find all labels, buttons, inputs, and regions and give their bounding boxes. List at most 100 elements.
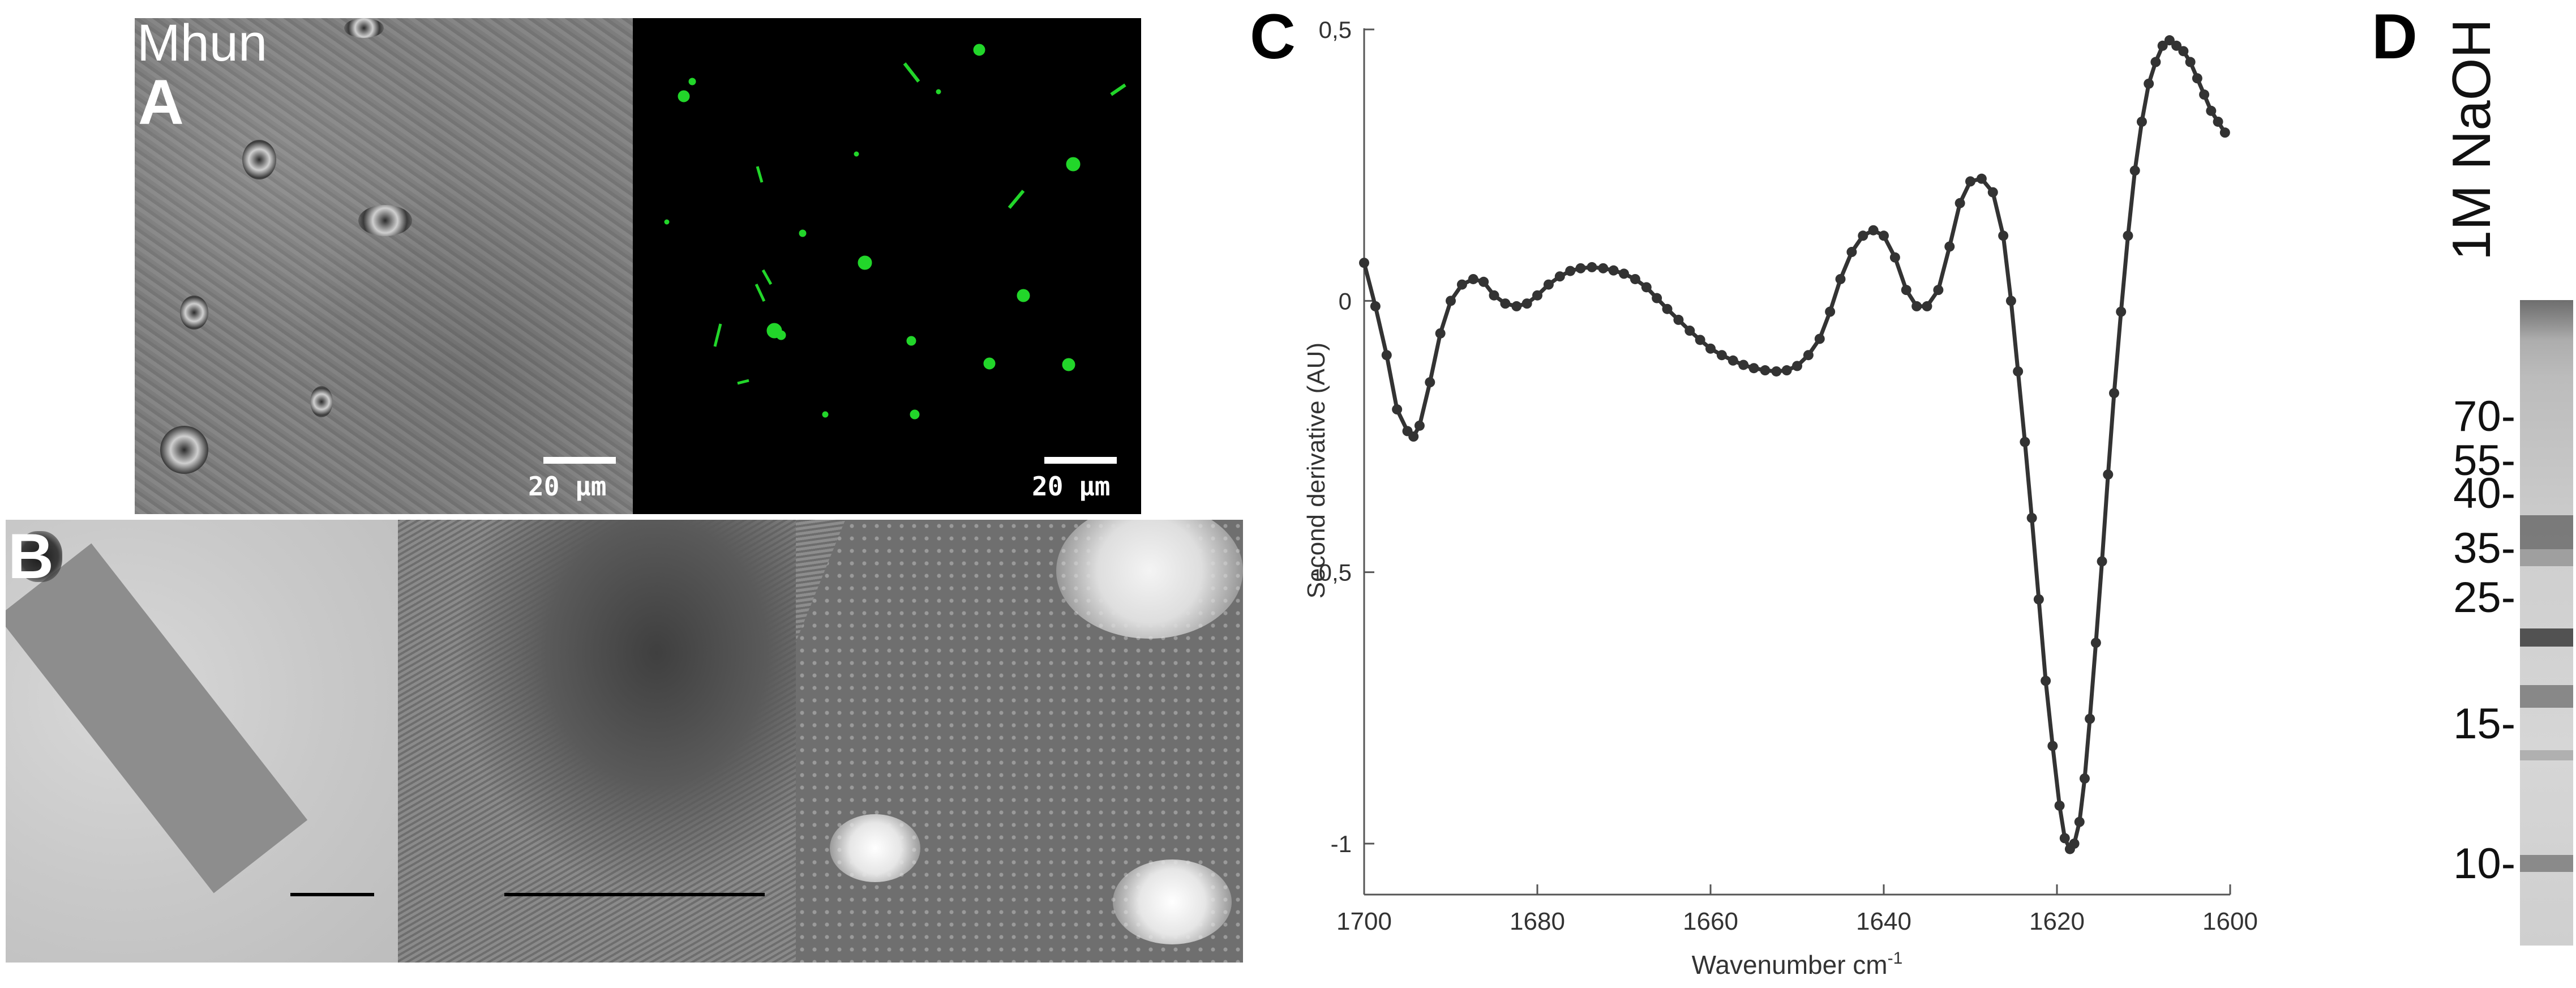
scale-bar (504, 893, 765, 896)
data-point (2020, 437, 2030, 447)
data-point (2144, 78, 2154, 89)
data-point (1987, 187, 1998, 198)
data-point (1771, 366, 1782, 377)
data-point (2054, 800, 2065, 811)
data-point (2026, 512, 2037, 523)
data-point (2085, 713, 2095, 724)
tem-micrograph-1 (6, 520, 398, 963)
data-point (1965, 176, 1975, 187)
data-point (1728, 355, 1738, 366)
bright-region (1056, 520, 1243, 639)
data-point (2079, 773, 2090, 784)
data-point (2108, 388, 2119, 399)
gel-band (2520, 300, 2573, 340)
data-point (2206, 105, 2217, 116)
data-point (2074, 816, 2085, 827)
data-point (2185, 57, 2196, 67)
x-tick-label: 1620 (2029, 908, 2085, 935)
data-point (1792, 361, 1802, 371)
data-point (2041, 675, 2051, 686)
data-point (1456, 279, 1467, 290)
data-point (1381, 350, 1392, 361)
data-point (1760, 365, 1771, 376)
data-point (1435, 328, 1446, 339)
y-axis-label: Second derivative (AU) (1302, 343, 1330, 598)
series-line (1362, 37, 2227, 853)
data-point (1911, 301, 1922, 311)
gel-lane (2520, 300, 2573, 946)
data-point (1478, 276, 1489, 287)
data-point (1738, 360, 1749, 370)
data-point (2103, 469, 2114, 480)
chart-ticks: 0,5 0 -0,5 -1 1700 1680 1660 1640 1620 1600 (1311, 16, 2258, 935)
gel-band (2520, 515, 2573, 549)
data-point (1489, 290, 1499, 301)
data-point (1414, 420, 1425, 431)
data-point (2129, 165, 2140, 176)
data-point (2047, 741, 2058, 751)
series-points (1359, 35, 2230, 854)
data-point (2069, 839, 2080, 849)
fluorescent-cells (664, 44, 1126, 420)
data-point (1748, 363, 1759, 374)
data-point (1673, 314, 1684, 325)
scale-bar-label: 20 µm (1032, 471, 1111, 502)
panel-letter-b: B (8, 521, 54, 592)
y-tick-label: -0,5 (1311, 559, 1352, 586)
data-point (1619, 268, 1629, 279)
data-point (2178, 46, 2189, 57)
data-point (1933, 285, 1944, 296)
x-tick-label: 1600 (2202, 908, 2258, 935)
data-point (1662, 303, 1673, 314)
y-tick-label: 0 (1339, 288, 1352, 314)
data-point (2199, 89, 2210, 100)
data-point (2116, 306, 2127, 317)
cell-cluster (310, 386, 333, 417)
data-point (1944, 241, 1955, 252)
data-point (1868, 225, 1879, 236)
y-tick-label: -1 (1331, 831, 1352, 857)
data-point (1532, 290, 1542, 301)
data-point (1587, 262, 1597, 272)
data-point (1521, 298, 1532, 309)
scale-bar-label: 20 µm (528, 471, 607, 502)
data-point (2097, 556, 2107, 567)
x-tick-label: 1680 (1510, 908, 1565, 935)
data-point (1835, 273, 1846, 284)
data-point (1392, 404, 1403, 415)
data-point (1565, 266, 1576, 276)
cell-cluster (242, 140, 276, 179)
sheath-edge (796, 520, 851, 963)
data-point (1922, 301, 1932, 311)
data-point (1468, 273, 1478, 284)
bright-region (830, 814, 920, 882)
mw-marker-40: 40- (2453, 469, 2515, 517)
second-derivative-chart: 0,5 0 -0,5 -1 1700 1680 1660 1640 1620 1600 Waven… (1302, 16, 2258, 980)
data-point (1685, 326, 1695, 336)
data-point (2219, 127, 2230, 138)
data-point (1641, 282, 1652, 293)
x-axis-label: Wavenumber cm-1 (1692, 949, 1903, 980)
data-point (1803, 350, 1814, 361)
data-point (1716, 350, 1727, 361)
data-point (1901, 285, 1911, 296)
data-point (1781, 365, 1792, 376)
panel-letter-d: D (2372, 1, 2418, 72)
sheath-dark-end (17, 531, 62, 582)
data-point (1976, 173, 1987, 184)
data-point (1889, 252, 1900, 263)
tem-micrograph-2 (398, 520, 796, 963)
gel-band (2520, 750, 2573, 760)
data-point (2005, 296, 2016, 306)
data-point (1825, 306, 1836, 317)
scale-bar (1044, 457, 1117, 464)
data-point (2123, 230, 2133, 241)
x-tick-label: 1700 (1336, 908, 1392, 935)
sheath-fragment (6, 543, 308, 893)
data-point (2192, 73, 2202, 84)
data-point (1954, 198, 1965, 208)
mw-marker-35: 35- (2453, 524, 2515, 572)
cell-cluster (358, 205, 412, 236)
mw-marker-55: 55- (2453, 437, 2515, 485)
x-tick-label: 1660 (1683, 908, 1738, 935)
